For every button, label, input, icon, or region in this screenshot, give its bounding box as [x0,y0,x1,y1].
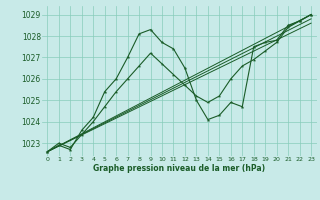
X-axis label: Graphe pression niveau de la mer (hPa): Graphe pression niveau de la mer (hPa) [93,164,265,173]
